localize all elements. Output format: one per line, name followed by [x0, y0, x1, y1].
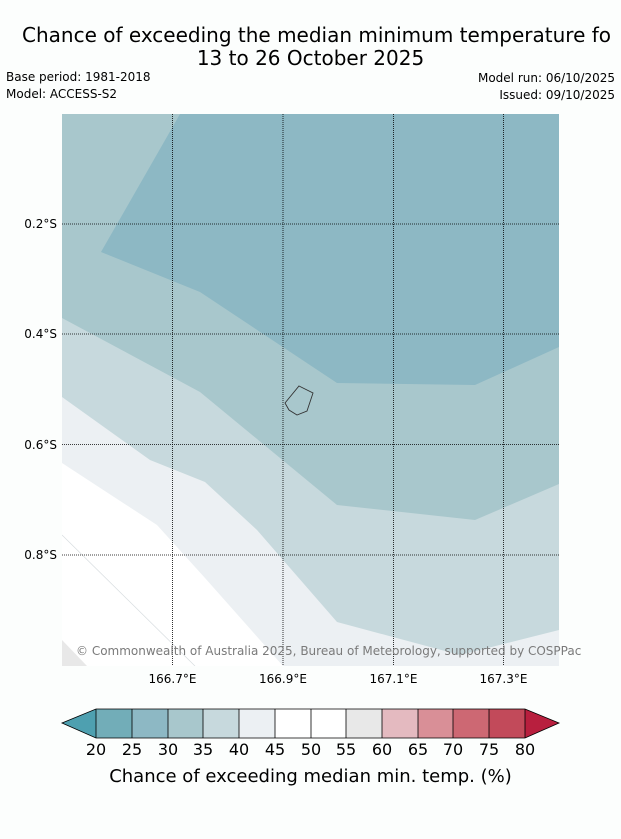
cb-tick-55: 55 — [336, 740, 356, 759]
colorbar-seg-25-30 — [132, 709, 168, 738]
band-25-30 — [101, 114, 559, 385]
issued-date: Issued: 09/10/2025 — [499, 88, 615, 102]
cb-tick-35: 35 — [193, 740, 213, 759]
lon-label-166-9e: 166.9°E — [259, 672, 307, 686]
copyright-text: © Commonwealth of Australia 2025, Bureau… — [76, 644, 581, 658]
cb-tick-80: 80 — [515, 740, 535, 759]
lat-label-0-4s: 0.4°S — [24, 327, 57, 341]
model-run: Model run: 06/10/2025 — [477, 71, 615, 85]
cb-tick-45: 45 — [265, 740, 285, 759]
lat-label-0-8s: 0.8°S — [24, 548, 57, 562]
colorbar-under-arrow — [62, 709, 96, 738]
colorbar-seg-35-40 — [203, 709, 239, 738]
colorbar-seg-55-60 — [346, 709, 382, 738]
colorbar — [60, 708, 561, 739]
colorbar-seg-40-45 — [239, 709, 275, 738]
cb-tick-20: 20 — [86, 740, 106, 759]
cb-tick-75: 75 — [479, 740, 499, 759]
lon-label-167-3e: 167.3°E — [480, 672, 528, 686]
colorbar-seg-60-65 — [382, 709, 418, 738]
cb-tick-50: 50 — [301, 740, 321, 759]
meta-left: Base period: 1981-2018 Model: ACCESS-S2 — [6, 70, 151, 104]
lat-label-0-6s: 0.6°S — [24, 438, 57, 452]
grid — [62, 114, 559, 666]
map-area — [62, 114, 559, 666]
title-line-2: 13 to 26 October 2025 — [196, 46, 425, 70]
colorbar-seg-30-35 — [168, 709, 203, 738]
model-name: Model: ACCESS-S2 — [6, 87, 118, 101]
map-title: Chance of exceeding the median minimum t… — [0, 24, 621, 70]
colorbar-seg-70-75 — [453, 709, 489, 738]
cb-tick-25: 25 — [122, 740, 142, 759]
lon-label-167-1e: 167.1°E — [370, 672, 418, 686]
colorbar-seg-65-70 — [418, 709, 453, 738]
colorbar-seg-20-25 — [96, 709, 132, 738]
cb-tick-60: 60 — [372, 740, 392, 759]
cb-tick-65: 65 — [408, 740, 428, 759]
colorbar-seg-45-50 — [275, 709, 311, 738]
base-period: Base period: 1981-2018 — [6, 70, 151, 84]
cb-tick-30: 30 — [158, 740, 178, 759]
colorbar-label: Chance of exceeding median min. temp. (%… — [109, 766, 512, 787]
lat-label-0-2s: 0.2°S — [24, 217, 57, 231]
colorbar-over-arrow — [525, 709, 559, 738]
colorbar-seg-75-80 — [489, 709, 525, 738]
colorbar-seg-50-55 — [311, 709, 346, 738]
meta-right: Model run: 06/10/2025 Issued: 09/10/2025 — [478, 71, 615, 105]
lon-label-166-7e: 166.7°E — [149, 672, 197, 686]
cb-tick-70: 70 — [443, 740, 463, 759]
band-55-60 — [62, 640, 87, 666]
cb-tick-40: 40 — [229, 740, 249, 759]
title-line-1: Chance of exceeding the median minimum t… — [22, 24, 612, 47]
island-outline — [284, 385, 314, 416]
